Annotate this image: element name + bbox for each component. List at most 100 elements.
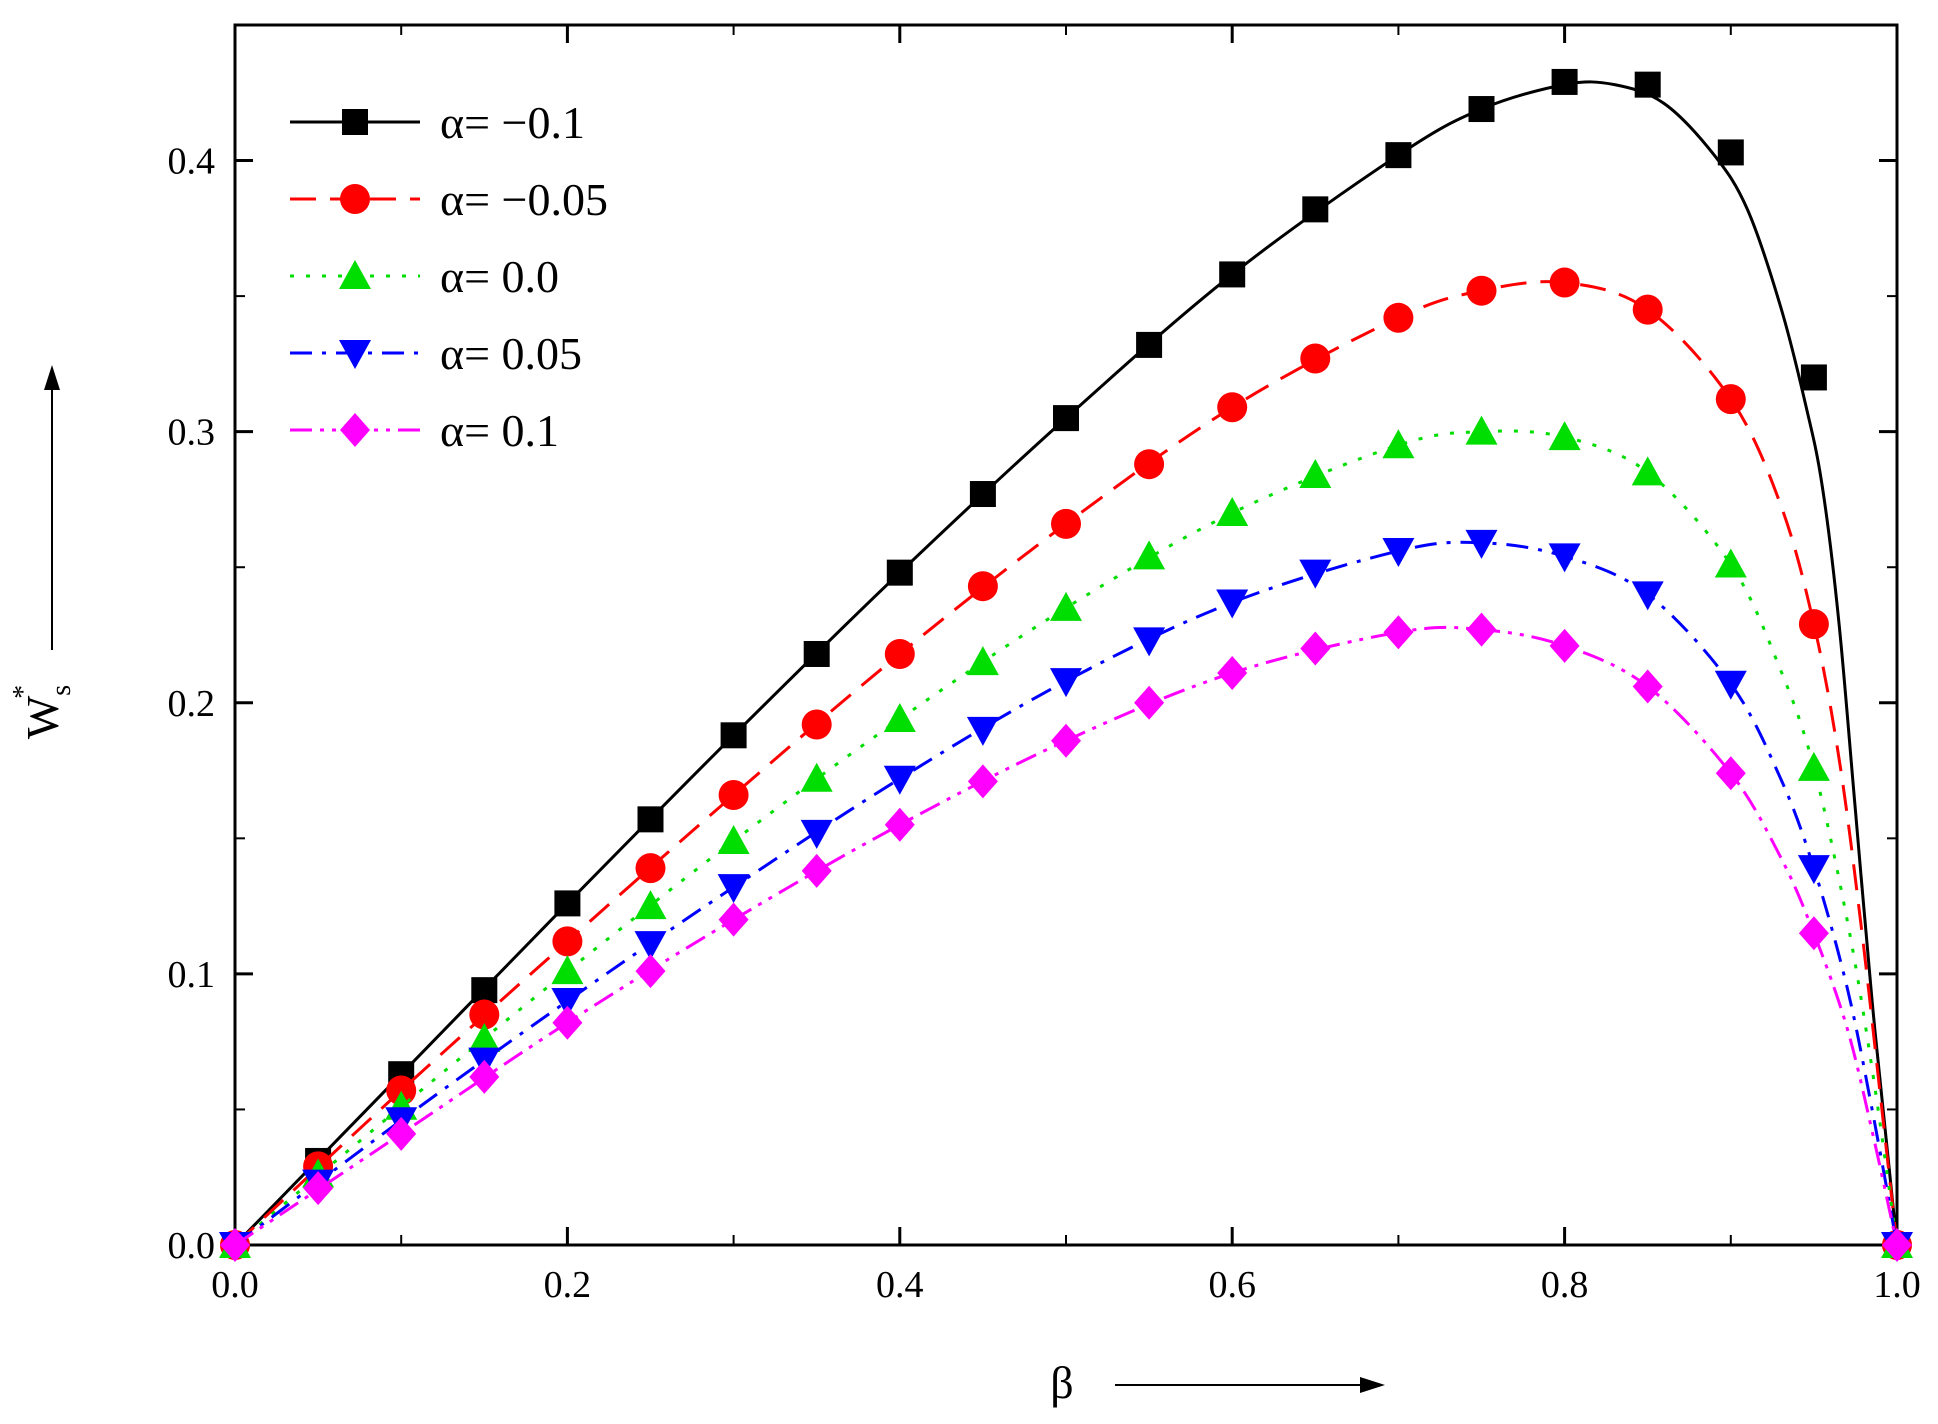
series-3-point-15 bbox=[1465, 529, 1498, 559]
series-3-point-17 bbox=[1631, 581, 1664, 611]
series-4-point-6 bbox=[718, 902, 749, 937]
series-2-point-19 bbox=[1797, 751, 1830, 781]
series-3-point-7 bbox=[800, 819, 833, 849]
legend-marker-2 bbox=[339, 260, 371, 289]
legend-marker-1 bbox=[340, 184, 370, 214]
series-2-point-5 bbox=[634, 890, 667, 920]
legend-label-1: α= −0.05 bbox=[440, 174, 608, 225]
y-axis-arrow-head bbox=[44, 365, 60, 390]
series-2-point-3 bbox=[468, 1022, 501, 1052]
x-tick-label-1: 0.2 bbox=[544, 1264, 592, 1306]
series-4-point-3 bbox=[469, 1059, 500, 1094]
legend-label-3: α= 0.05 bbox=[440, 328, 582, 379]
series-3-point-12 bbox=[1216, 589, 1249, 619]
series-1-point-16 bbox=[1549, 267, 1580, 298]
series-2-point-16 bbox=[1548, 421, 1581, 451]
series-3-point-13 bbox=[1299, 559, 1332, 589]
x-axis-arrow-head bbox=[1360, 1377, 1385, 1393]
series-3-point-16 bbox=[1548, 543, 1581, 573]
series-4-point-4 bbox=[552, 1005, 583, 1040]
series-0-point-19 bbox=[1800, 364, 1827, 391]
y-axis-title: Ws* bbox=[8, 365, 77, 739]
series-2-point-10 bbox=[1050, 591, 1082, 621]
series-4-point-10 bbox=[1051, 723, 1081, 758]
series-line-4 bbox=[234, 625, 1899, 1247]
series-1-point-6 bbox=[718, 779, 749, 810]
x-tick-label-2: 0.4 bbox=[876, 1264, 924, 1306]
x-tick-label-4: 0.8 bbox=[1541, 1264, 1589, 1306]
legend-label-0: α= −0.1 bbox=[440, 97, 585, 148]
series-0-point-12 bbox=[1219, 261, 1246, 288]
series-2-point-18 bbox=[1714, 548, 1747, 578]
series-4-point-7 bbox=[801, 853, 832, 888]
series-4-point-17 bbox=[1632, 669, 1663, 704]
series-4-point-14 bbox=[1383, 615, 1414, 650]
series-1-point-19 bbox=[1798, 609, 1829, 640]
series-1-point-4 bbox=[552, 926, 583, 957]
series-1-point-10 bbox=[1051, 508, 1081, 539]
series-4 bbox=[220, 612, 1912, 1262]
series-1-point-18 bbox=[1715, 384, 1746, 415]
data-series bbox=[219, 68, 1913, 1262]
series-2-point-15 bbox=[1465, 415, 1498, 445]
series-0-point-8 bbox=[886, 559, 913, 586]
series-2-point-11 bbox=[1133, 540, 1166, 570]
series-4-point-13 bbox=[1300, 631, 1331, 666]
series-0-point-3 bbox=[471, 977, 498, 1004]
y-tick-label-1: 0.1 bbox=[168, 954, 216, 996]
series-2-point-6 bbox=[717, 825, 750, 855]
series-0-point-17 bbox=[1634, 71, 1661, 98]
series-3-point-5 bbox=[634, 931, 667, 961]
y-tick-label-4: 0.4 bbox=[168, 141, 216, 183]
series-3-point-19 bbox=[1797, 855, 1830, 885]
series-3-point-18 bbox=[1714, 670, 1747, 700]
y-axis-label: Ws* bbox=[8, 685, 77, 739]
series-3-point-9 bbox=[966, 716, 999, 746]
series-4-point-11 bbox=[1134, 685, 1165, 720]
series-2-point-4 bbox=[551, 955, 584, 985]
y-tick-label-3: 0.3 bbox=[168, 412, 216, 454]
series-2-point-9 bbox=[966, 646, 999, 676]
series-1-point-2 bbox=[386, 1075, 417, 1106]
series-0-point-6 bbox=[720, 722, 747, 749]
series-4-point-12 bbox=[1217, 655, 1248, 690]
x-tick-label-0: 0.0 bbox=[211, 1264, 259, 1306]
x-axis-label: β bbox=[1050, 1357, 1073, 1408]
series-0-point-5 bbox=[637, 806, 664, 833]
series-1-point-5 bbox=[635, 853, 666, 884]
legend-marker-4 bbox=[340, 413, 370, 447]
series-1-point-15 bbox=[1466, 275, 1497, 306]
series-0-point-9 bbox=[969, 481, 996, 508]
series-4-point-0 bbox=[220, 1228, 250, 1262]
series-1-point-12 bbox=[1217, 392, 1248, 423]
series-1-point-17 bbox=[1632, 294, 1663, 325]
series-1-point-3 bbox=[469, 999, 500, 1030]
x-tick-label-5: 1.0 bbox=[1873, 1264, 1921, 1306]
y-tick-label-2: 0.2 bbox=[168, 683, 216, 725]
series-2 bbox=[219, 415, 1913, 1258]
tick-labels: 0.0 0.2 0.4 0.6 0.8 1.0 0.0 0.1 0.2 0.3 0.4 bbox=[168, 141, 1921, 1306]
legend: α= −0.1 α= −0.05 α= 0.0 α= 0.05 α= 0.1 bbox=[290, 97, 608, 456]
legend-marker-0 bbox=[342, 109, 368, 135]
y-tick-label-0: 0.0 bbox=[168, 1225, 216, 1267]
series-line-2 bbox=[234, 429, 1899, 1247]
series-3-point-11 bbox=[1133, 627, 1166, 657]
series-0-point-13 bbox=[1302, 196, 1329, 223]
series-0-point-10 bbox=[1053, 405, 1079, 432]
series-4-point-18 bbox=[1715, 756, 1746, 791]
series-3-point-14 bbox=[1382, 537, 1415, 567]
series-line-1 bbox=[233, 280, 1899, 1247]
series-2-point-8 bbox=[883, 703, 916, 733]
legend-marker-3 bbox=[339, 340, 371, 369]
x-axis-title: β bbox=[1050, 1357, 1385, 1408]
series-1-point-11 bbox=[1134, 449, 1165, 480]
series-0-point-11 bbox=[1136, 331, 1163, 358]
series-2-point-14 bbox=[1382, 429, 1415, 459]
series-3-point-6 bbox=[717, 874, 750, 904]
series-4-point-20 bbox=[1882, 1228, 1912, 1262]
series-1-point-7 bbox=[801, 709, 832, 740]
series-4-point-15 bbox=[1466, 612, 1497, 647]
series-0-point-14 bbox=[1385, 142, 1412, 169]
